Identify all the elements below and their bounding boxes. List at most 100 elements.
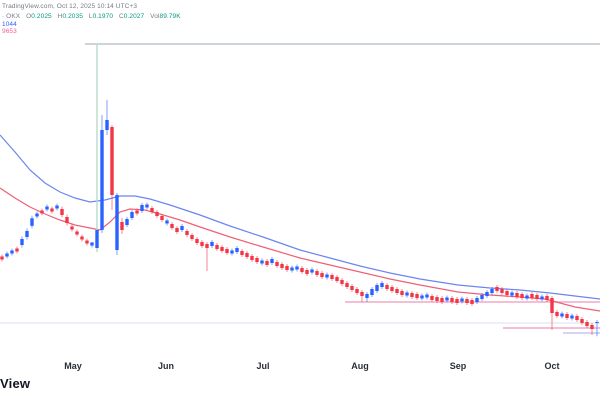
candle-body — [530, 294, 534, 298]
candle-body — [370, 289, 374, 295]
candle-body — [145, 204, 149, 208]
candle-body — [270, 259, 274, 263]
ma-blue-line — [0, 134, 600, 300]
candle-body — [375, 285, 379, 291]
candle-body — [425, 294, 429, 298]
candle-body — [310, 269, 314, 273]
candle-body — [385, 285, 389, 289]
candle-body — [440, 298, 444, 302]
candle-body — [110, 127, 114, 195]
candle-body — [520, 294, 524, 298]
x-axis-label: Jun — [157, 361, 175, 371]
candle-body — [295, 266, 299, 270]
ohlc-legend[interactable]: · OKX O0.2025 H0.2035 L0.1970 C0.2027 Vo… — [2, 13, 181, 20]
candle-body — [405, 292, 409, 296]
chart-svg[interactable] — [0, 0, 600, 356]
candle-body — [90, 242, 94, 246]
candle-body — [355, 289, 359, 293]
candle-body — [60, 209, 64, 215]
candle-body — [100, 130, 104, 230]
candle-body — [45, 206, 49, 210]
ma-blue-legend-value[interactable]: 1044 — [2, 20, 17, 28]
candle-body — [330, 275, 334, 279]
candle-body — [415, 294, 419, 298]
time-axis[interactable]: May Jun Jul Aug Sep Oct — [0, 361, 600, 373]
candle-body — [5, 253, 9, 257]
volume-value: 89.79K — [159, 13, 181, 20]
candle-body — [185, 231, 189, 235]
candle-body — [465, 299, 469, 303]
candle-body — [500, 289, 504, 293]
candle-body — [380, 283, 384, 287]
candle-body — [435, 297, 439, 301]
candle-body — [180, 226, 184, 230]
high-value: 0.2035 — [62, 13, 83, 20]
x-axis-label: Jul — [256, 361, 270, 371]
candle-body — [250, 256, 254, 260]
close-label: C — [118, 13, 124, 20]
candle-body — [140, 205, 144, 211]
candle-body — [590, 325, 594, 329]
chart-attribution: TradingView.com, Oct 12, 2025 10:14 UTC+… — [2, 3, 138, 10]
candle-body — [285, 266, 289, 270]
candle-body — [585, 322, 589, 326]
candle-body — [340, 280, 344, 284]
candle-body — [320, 273, 324, 277]
candle-body — [595, 322, 599, 323]
candlestick-chart[interactable] — [0, 0, 600, 356]
candle-body — [430, 296, 434, 300]
candle-body — [280, 264, 284, 268]
candle-body — [135, 210, 139, 214]
symbol-fragment: · OKX — [2, 13, 21, 20]
candle-body — [150, 208, 154, 212]
candle-body — [345, 283, 349, 287]
candle-body — [335, 277, 339, 281]
candle-body — [210, 242, 214, 246]
candle-body — [15, 248, 19, 252]
candle-body — [130, 212, 134, 218]
candle-body — [265, 261, 269, 265]
candle-body — [275, 262, 279, 266]
candle-body — [420, 295, 424, 299]
candle-body — [445, 297, 449, 301]
candle-body — [490, 289, 494, 293]
candle-body — [475, 298, 479, 302]
candle-body — [245, 253, 249, 257]
candle-body — [50, 208, 54, 212]
candle-body — [390, 287, 394, 291]
ma-red-line — [0, 187, 600, 312]
low-label: L — [88, 13, 93, 20]
candle-body — [120, 222, 124, 230]
candle-body — [80, 236, 84, 240]
candle-body — [535, 295, 539, 299]
candle-body — [460, 298, 464, 302]
candle-body — [195, 239, 199, 243]
candle-body — [55, 205, 59, 209]
candle-body — [20, 239, 24, 245]
candle-body — [545, 296, 549, 300]
candle-body — [260, 260, 264, 264]
candle-body — [240, 251, 244, 255]
candle-body — [510, 292, 514, 296]
candle-body — [565, 314, 569, 318]
candle-body — [255, 258, 259, 262]
x-axis-label: May — [64, 361, 82, 371]
candle-body — [25, 231, 29, 237]
candle-body — [480, 295, 484, 299]
candle-body — [10, 250, 14, 254]
candle-body — [160, 216, 164, 220]
candle-body — [65, 217, 69, 223]
candle-body — [115, 195, 119, 250]
candle-body — [580, 319, 584, 323]
volume-label: Vol — [150, 13, 160, 20]
ma-red-legend-value[interactable]: 9653 — [2, 28, 17, 35]
candle-body — [400, 291, 404, 295]
candle-body — [570, 315, 574, 319]
candle-body — [85, 240, 89, 244]
tradingview-logo-fragment[interactable]: View — [0, 376, 31, 391]
candle-body — [230, 250, 234, 254]
candle-body — [395, 289, 399, 293]
candle-body — [220, 247, 224, 251]
candle-body — [315, 271, 319, 275]
candle-body — [200, 242, 204, 246]
